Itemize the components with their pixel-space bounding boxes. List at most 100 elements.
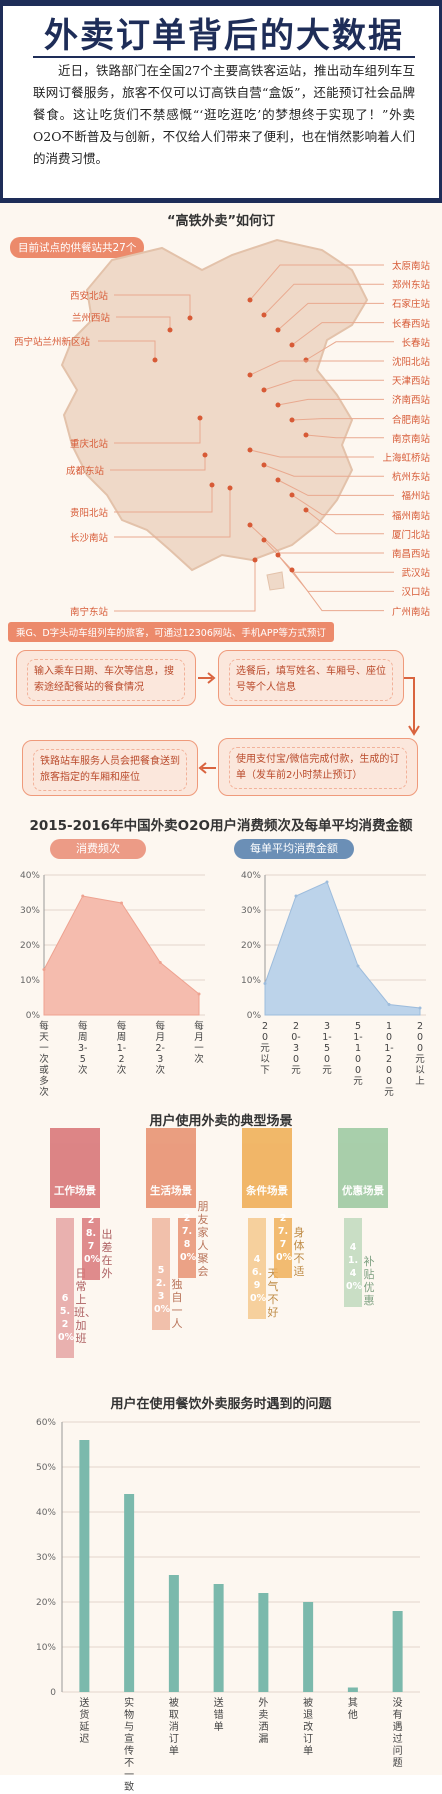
arrow-head-icon — [408, 725, 420, 736]
y-tick-label: 0% — [26, 1011, 41, 1021]
area-series — [264, 881, 421, 1016]
scene-bar — [56, 1218, 74, 1359]
station-dot — [247, 522, 253, 528]
station-leader — [116, 316, 171, 330]
station-dot — [227, 485, 233, 491]
scenes-title: 用户使用外卖的典型场景 — [149, 1114, 293, 1129]
scene-card: 生活场景 — [146, 1128, 196, 1208]
scene-percent: 41.40% — [346, 1242, 363, 1292]
y-tick-label: 30% — [20, 906, 40, 916]
station-label: 成都东站 — [66, 466, 105, 477]
intro-paragraph: 近日，铁路部门在全国27个主要高铁客运站，推出动车组列车互联网订餐服务，旅客不仅… — [33, 63, 415, 166]
station-dot — [275, 552, 281, 558]
flow-arrows — [198, 672, 420, 774]
page-title: 外卖订单背后的大数据 — [44, 16, 404, 56]
station-label: 长沙南站 — [70, 533, 109, 544]
map-leader-lines — [98, 264, 394, 612]
scene-bar — [178, 1218, 196, 1278]
station-leader — [249, 264, 384, 301]
station-dot — [289, 417, 295, 423]
problem-bar — [79, 1440, 90, 1692]
station-dot — [261, 537, 267, 543]
scene-card-label: 条件场景 — [246, 1185, 288, 1197]
scene-card-label: 工作场景 — [54, 1185, 96, 1197]
station-leader — [98, 340, 156, 360]
station-leader — [277, 479, 394, 496]
station-dot — [289, 342, 295, 348]
station-label: 西宁站兰州新区站 — [14, 337, 91, 348]
scene-item-label: 朋友家人聚会 — [197, 1199, 209, 1278]
x-category-label: 51-100元 — [353, 1021, 363, 1087]
station-leader — [291, 494, 384, 516]
flow-step-3: 使用支付宝/微信完成付款，生成的订单（发车前2小时禁止预订） — [218, 738, 418, 796]
station-dot — [261, 312, 267, 318]
scene-bar — [82, 1218, 100, 1280]
problem-category-label: 送货延迟 — [79, 1698, 90, 1745]
problem-category-label: 外卖洒漏 — [258, 1698, 269, 1745]
y-tick-label: 10% — [20, 976, 40, 986]
station-dot — [247, 297, 253, 303]
station-label: 重庆北站 — [70, 439, 109, 450]
area-point — [197, 992, 201, 996]
station-leader — [114, 418, 201, 444]
problem-category-label: 被退改订单 — [303, 1698, 314, 1757]
station-leader — [291, 418, 384, 421]
station-label: 厦门北站 — [391, 529, 430, 541]
station-leader — [110, 455, 206, 471]
station-leader — [291, 322, 384, 346]
station-dot — [303, 507, 309, 513]
scene-percent: 46.90% — [250, 1253, 267, 1304]
area-point — [387, 1003, 391, 1006]
station-dot — [261, 462, 267, 468]
problem-bar — [258, 1593, 269, 1692]
scene-percent: 27.80% — [180, 1212, 197, 1263]
y-tick-label: 0% — [247, 1011, 262, 1021]
scene-bar — [152, 1218, 170, 1331]
station-leader — [114, 294, 191, 318]
station-leader — [263, 283, 384, 316]
header: 外卖订单背后的大数据 近日，铁路部门在全国27个主要高铁客运站，推出动车组列车互… — [0, 0, 442, 203]
station-dot — [152, 357, 158, 363]
area-chart-frequency: 0% 10% 20% 30% 40% — [20, 871, 205, 1021]
station-dot — [167, 327, 173, 333]
flow-step-4: 铁路站车服务人员会把餐食送到旅客指定的车厢和座位 — [22, 740, 198, 796]
scene-bar — [344, 1218, 362, 1307]
station-leader — [305, 341, 394, 361]
flow-step-2-text: 选餐后，填写姓名、车厢号、座位号等个人信息 — [229, 659, 393, 701]
area-chart-amount: 0% 10% 20% 30% 40% — [241, 871, 426, 1021]
y-tick-label: 60% — [36, 1418, 56, 1428]
station-label: 贵阳北站 — [70, 508, 109, 519]
scene-percent: 27.70% — [276, 1212, 293, 1263]
scene-item-label: 天气不好 — [267, 1266, 279, 1319]
area-point — [158, 961, 162, 964]
station-leader — [249, 524, 384, 554]
station-label: 太原南站 — [391, 261, 430, 272]
problem-category-label: 其他 — [347, 1698, 358, 1721]
station-dot — [275, 402, 281, 408]
area-series — [43, 895, 200, 1016]
station-dot — [289, 492, 295, 498]
station-leader — [249, 360, 384, 376]
station-label: 天津西站 — [391, 376, 430, 388]
station-label: 福州站 — [401, 491, 430, 503]
y-tick-label: 20% — [36, 1598, 56, 1608]
station-leader — [277, 302, 384, 331]
scene-percent: 28.70% — [84, 1214, 101, 1265]
station-leader — [249, 449, 374, 458]
station-leader — [114, 488, 231, 538]
y-tick-label: 0 — [50, 1688, 56, 1698]
station-label: 南宁东站 — [70, 607, 109, 618]
problems-title: 用户在使用餐饮外卖服务时遇到的问题 — [110, 1397, 332, 1412]
x-category-label: 每周3-5次 — [77, 1021, 88, 1076]
station-label: 汉口站 — [401, 587, 430, 599]
station-label: 福州南站 — [391, 510, 430, 522]
scene-bar — [274, 1218, 292, 1278]
arrow-head-icon — [198, 762, 207, 774]
station-label: 西安北站 — [70, 291, 109, 302]
map-island — [266, 571, 285, 591]
x-category-label: 101-200元 — [384, 1021, 394, 1098]
scene-card-label: 优惠场景 — [342, 1185, 384, 1197]
station-dot — [303, 432, 309, 438]
station-dot — [247, 447, 253, 453]
